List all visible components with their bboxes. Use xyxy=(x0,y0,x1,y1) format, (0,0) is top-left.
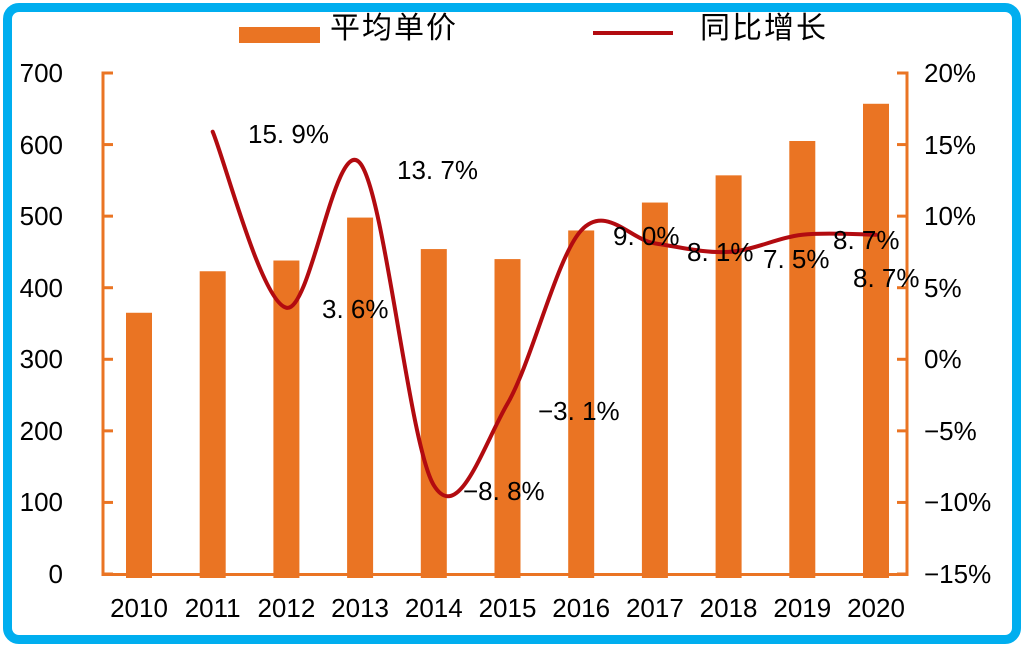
line-point-label: 8. 7% xyxy=(833,225,900,255)
left-axis-tick-label: 600 xyxy=(19,129,63,160)
left-axis-tick-label: 700 xyxy=(19,58,63,88)
line-point-label: 13. 7% xyxy=(397,155,478,185)
right-axis-tick-label: 15% xyxy=(924,129,977,160)
x-axis-tick-label: 2018 xyxy=(699,593,758,623)
bar-2016 xyxy=(568,230,595,578)
right-axis-tick-label: −15% xyxy=(924,559,992,589)
right-axis-tick-label: 10% xyxy=(924,201,977,232)
left-axis-tick-label: 400 xyxy=(19,272,63,303)
left-axis-tick-label: 0 xyxy=(48,559,63,589)
line-point-label: 15. 9% xyxy=(248,119,329,149)
legend-line-label: 同比增长 xyxy=(700,12,828,45)
legend-line-swatch xyxy=(593,31,673,35)
left-axis-tick-label: 100 xyxy=(19,487,63,518)
bar-2014 xyxy=(420,249,447,578)
right-axis-tick-label: 5% xyxy=(924,272,962,303)
bar-2020 xyxy=(863,103,889,579)
right-axis-tick-label: −5% xyxy=(924,415,977,446)
x-axis-tick-label: 2014 xyxy=(404,593,463,623)
bar-2010 xyxy=(126,312,152,578)
bar-2017 xyxy=(641,202,668,578)
right-axis-tick-label: 0% xyxy=(924,344,962,375)
left-axis-tick-label: 200 xyxy=(19,415,63,446)
x-axis-tick-label: 2010 xyxy=(110,593,168,623)
line-point-label: 8. 1% xyxy=(687,237,754,267)
right-axis-tick-label: −10% xyxy=(924,487,992,518)
line-point-label: −3. 1% xyxy=(538,396,620,426)
line-point-label: 8. 7% xyxy=(853,263,920,293)
bar-2013 xyxy=(347,217,374,578)
left-axis-tick-label: 300 xyxy=(19,344,63,375)
x-axis-tick-label: 2015 xyxy=(478,593,537,623)
left-axis-tick-label: 500 xyxy=(19,201,63,232)
x-axis-tick-label: 2011 xyxy=(184,593,241,623)
bar-2019 xyxy=(789,140,816,578)
x-axis-tick-label: 2013 xyxy=(331,593,390,623)
growth-line xyxy=(210,129,878,499)
line-point-label: −8. 8% xyxy=(463,476,545,506)
x-axis-tick-label: 2012 xyxy=(257,593,316,623)
x-axis-tick-label: 2017 xyxy=(625,593,684,623)
line-point-label: 7. 5% xyxy=(763,244,830,274)
bar-2018 xyxy=(715,175,742,578)
legend-bar-label: 平均单价 xyxy=(330,12,458,45)
bar-2012 xyxy=(273,260,300,578)
bar-2011 xyxy=(199,271,226,578)
legend-bar-swatch xyxy=(239,27,320,43)
x-axis-tick-label: 2016 xyxy=(552,593,611,623)
right-axis-tick-label: 20% xyxy=(924,58,977,88)
line-point-label: 9. 0% xyxy=(613,221,680,251)
x-axis-tick-label: 2019 xyxy=(773,593,832,623)
x-axis-tick-label: 2020 xyxy=(847,593,905,623)
line-point-label: 3. 6% xyxy=(322,294,389,324)
